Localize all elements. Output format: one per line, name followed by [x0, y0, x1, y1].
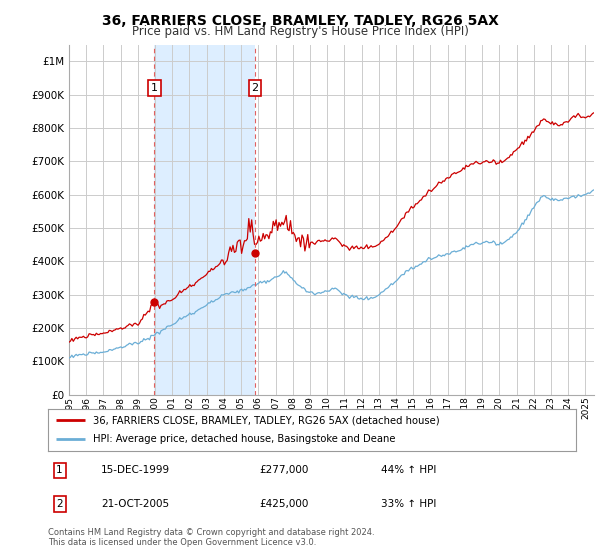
- Bar: [154, 45, 255, 395]
- Text: 21-OCT-2005: 21-OCT-2005: [101, 499, 169, 509]
- Text: Contains HM Land Registry data © Crown copyright and database right 2024.
This d: Contains HM Land Registry data © Crown c…: [48, 528, 374, 547]
- Text: 1: 1: [151, 83, 158, 93]
- Text: 2: 2: [251, 83, 259, 93]
- Text: 36, FARRIERS CLOSE, BRAMLEY, TADLEY, RG26 5AX: 36, FARRIERS CLOSE, BRAMLEY, TADLEY, RG2…: [101, 14, 499, 28]
- Text: £425,000: £425,000: [259, 499, 308, 509]
- Text: 15-DEC-1999: 15-DEC-1999: [101, 465, 170, 475]
- Text: £277,000: £277,000: [259, 465, 308, 475]
- Text: 33% ↑ HPI: 33% ↑ HPI: [380, 499, 436, 509]
- Text: HPI: Average price, detached house, Basingstoke and Deane: HPI: Average price, detached house, Basi…: [93, 435, 395, 445]
- Text: 44% ↑ HPI: 44% ↑ HPI: [380, 465, 436, 475]
- Text: 1: 1: [56, 465, 63, 475]
- Text: Price paid vs. HM Land Registry's House Price Index (HPI): Price paid vs. HM Land Registry's House …: [131, 25, 469, 38]
- Text: 2: 2: [56, 499, 63, 509]
- Text: 36, FARRIERS CLOSE, BRAMLEY, TADLEY, RG26 5AX (detached house): 36, FARRIERS CLOSE, BRAMLEY, TADLEY, RG2…: [93, 415, 440, 425]
